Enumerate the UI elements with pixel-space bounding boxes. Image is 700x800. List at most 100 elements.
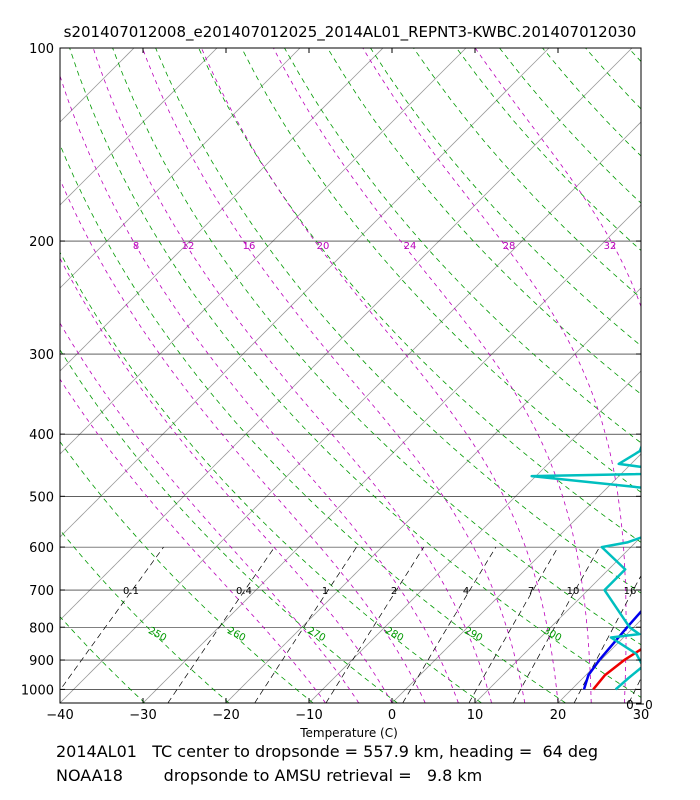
dry-adiabat-line bbox=[542, 48, 641, 157]
series-magenta-line bbox=[640, 687, 641, 690]
dry-adiabat-line bbox=[60, 251, 482, 703]
plot-area bbox=[0, 48, 700, 703]
isotherm-line bbox=[60, 48, 384, 372]
dry-adiabat-label: 250 bbox=[146, 625, 168, 644]
dry-adiabat-line bbox=[370, 48, 641, 347]
mixing-ratio-line bbox=[468, 546, 559, 703]
x-tick-label: −20 bbox=[212, 708, 239, 723]
dry-adiabat-line bbox=[60, 143, 566, 703]
series-cyan-line bbox=[530, 444, 641, 691]
x-tick-label: 20 bbox=[550, 708, 567, 723]
dry-adiabat-line bbox=[499, 48, 641, 204]
dry-adiabat-label: 290 bbox=[462, 625, 484, 644]
mixing-ratio-line bbox=[325, 546, 425, 703]
moist-adiabat-line bbox=[362, 48, 627, 703]
isotherm-line bbox=[225, 287, 641, 703]
moist-adiabat-label: 16 bbox=[243, 241, 256, 252]
isotherm-line bbox=[391, 453, 641, 703]
mixing-ratio-label: 2 bbox=[391, 586, 397, 597]
x-tick-label: −40 bbox=[46, 708, 73, 723]
dry-adiabat-line bbox=[60, 441, 314, 703]
dry-adiabat-line bbox=[198, 48, 641, 543]
dry-adiabat-line bbox=[60, 701, 61, 703]
dry-adiabat-line bbox=[155, 48, 641, 594]
dry-adiabat-label: 270 bbox=[305, 625, 327, 644]
moist-adiabat-label: 12 bbox=[182, 241, 195, 252]
x-tick-label: 10 bbox=[467, 708, 484, 723]
dry-adiabat-line bbox=[60, 349, 398, 703]
dry-adiabat-line bbox=[60, 529, 230, 703]
corner-label: 0 bbox=[626, 698, 634, 712]
mixing-ratio-label: 16 bbox=[624, 586, 637, 597]
mixing-ratio-label: 0.1 bbox=[123, 586, 139, 597]
moist-adiabat-line bbox=[60, 178, 426, 703]
mixing-ratio-line bbox=[167, 546, 275, 703]
isotherm-line bbox=[142, 204, 641, 703]
x-tick-label: 30 bbox=[633, 708, 650, 723]
mixing-ratio-label: 7 bbox=[528, 586, 534, 597]
dry-adiabat-line bbox=[327, 48, 641, 395]
mixing-ratio-line bbox=[573, 574, 641, 703]
y-tick-label: 600 bbox=[29, 541, 54, 556]
isotherm-line bbox=[60, 48, 467, 455]
moist-adiabat-line bbox=[60, 257, 393, 703]
dry-adiabat-line bbox=[585, 48, 641, 110]
y-tick-label: 100 bbox=[29, 42, 54, 57]
moist-adiabat-line bbox=[201, 48, 559, 703]
moist-adiabat-label: 24 bbox=[404, 241, 417, 252]
moist-adiabat-line bbox=[142, 48, 526, 703]
dry-adiabat-line bbox=[456, 48, 641, 252]
footer-line-2: NOAA18 dropsonde to AMSU retrieval = 9.8… bbox=[56, 766, 483, 785]
dry-adiabat-label: 300 bbox=[541, 625, 563, 644]
dry-adiabat-label: 260 bbox=[225, 625, 247, 644]
mixing-ratio-line bbox=[402, 546, 497, 703]
mixing-ratio-line bbox=[512, 546, 600, 703]
moist-adiabat-label: 8 bbox=[133, 241, 139, 252]
x-tick-label: −10 bbox=[295, 708, 322, 723]
isotherm-line bbox=[557, 619, 641, 703]
mixing-ratio-line bbox=[628, 677, 641, 703]
isotherm-line bbox=[60, 48, 135, 123]
plot-frame bbox=[59, 47, 642, 704]
y-tick-label: 800 bbox=[29, 621, 54, 636]
footer-line-1: 2014AL01 TC center to dropsonde = 557.9 … bbox=[56, 742, 599, 761]
isotherm-line bbox=[60, 48, 633, 621]
mixing-ratio-label: 10 bbox=[567, 586, 580, 597]
y-tick-label: 500 bbox=[29, 490, 54, 505]
moist-adiabat-label: 28 bbox=[503, 241, 516, 252]
dry-adiabat-line bbox=[60, 616, 146, 703]
isotherm-line bbox=[0, 48, 51, 703]
dry-adiabat-line bbox=[284, 48, 641, 444]
dry-adiabat-line bbox=[672, 48, 700, 703]
y-tick-label: 700 bbox=[29, 584, 54, 599]
dry-adiabat-line bbox=[628, 48, 641, 63]
dry-adiabat-line bbox=[69, 48, 641, 698]
y-tick-label: 200 bbox=[29, 235, 54, 250]
dry-adiabat-label: 280 bbox=[383, 625, 405, 644]
isotherm-line bbox=[640, 702, 641, 703]
y-tick-label: 900 bbox=[29, 654, 54, 669]
moist-adiabat-line bbox=[92, 48, 492, 703]
corner-label: 0 bbox=[645, 698, 653, 712]
moist-adiabat-line bbox=[60, 322, 360, 703]
y-tick-label: 300 bbox=[29, 348, 54, 363]
moist-adiabat-line bbox=[273, 48, 592, 703]
x-tick-label: −30 bbox=[129, 708, 156, 723]
x-axis-label: Temperature (C) bbox=[299, 726, 398, 740]
dry-adiabat-line bbox=[112, 48, 641, 646]
mixing-ratio-label: 1 bbox=[322, 586, 328, 597]
moist-adiabat-line bbox=[60, 378, 326, 703]
mixing-ratio-line bbox=[60, 546, 164, 691]
moist-adiabat-line bbox=[474, 48, 641, 308]
y-tick-label: 400 bbox=[29, 428, 54, 443]
mixing-ratio-label: 4 bbox=[463, 586, 469, 597]
x-tick-label: 0 bbox=[388, 708, 396, 723]
isotherm-line bbox=[60, 48, 301, 289]
isotherm-line bbox=[60, 121, 641, 703]
mixing-ratio-label: 0.4 bbox=[236, 586, 252, 597]
moist-adiabat-label: 20 bbox=[317, 241, 330, 252]
series-blue-line bbox=[582, 609, 641, 690]
moist-adiabat-label: 32 bbox=[604, 241, 617, 252]
isotherm-line bbox=[60, 48, 550, 538]
